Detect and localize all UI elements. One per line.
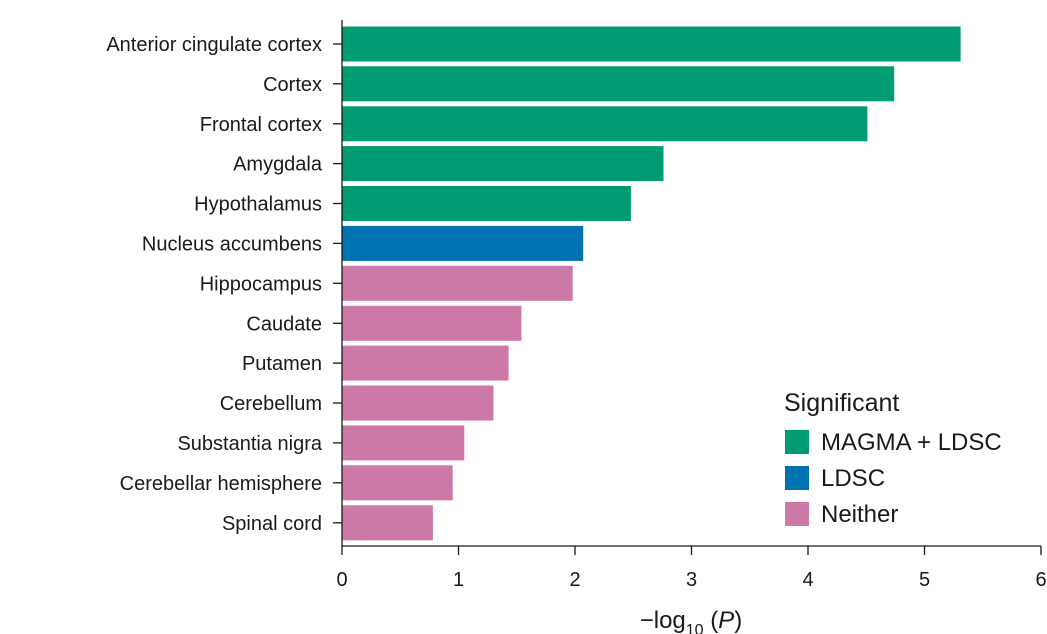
legend-swatch: [785, 466, 809, 490]
legend-title: Significant: [784, 389, 899, 417]
legend-swatch: [785, 430, 809, 454]
x-tick-label: 0: [336, 569, 347, 591]
legend-label: MAGMA + LDSC: [821, 429, 1002, 456]
bar: [342, 505, 433, 541]
bar: [342, 106, 868, 142]
x-axis-title: −log10 (P): [640, 607, 743, 634]
category-label: Spinal cord: [222, 513, 322, 535]
x-axis-title-italic: P: [718, 607, 734, 634]
x-tick-label: 1: [453, 569, 464, 591]
category-label: Frontal cortex: [200, 114, 322, 136]
bar: [342, 146, 664, 182]
bar: [342, 425, 465, 461]
x-tick-label: 3: [686, 569, 697, 591]
category-label: Nucleus accumbens: [142, 233, 322, 255]
x-axis: 0 1 2 3 4 5 6: [336, 545, 1047, 591]
bars-group: [342, 26, 961, 541]
bar: [342, 26, 961, 62]
bar: [342, 465, 453, 501]
y-axis: [333, 20, 343, 546]
bar: [342, 305, 522, 341]
x-axis-title-prefix: −log: [640, 607, 686, 634]
category-label: Amygdala: [233, 154, 323, 176]
x-tick-label: 2: [569, 569, 580, 591]
category-label: Cortex: [263, 74, 322, 96]
category-label: Cerebellum: [220, 393, 322, 415]
category-label: Anterior cingulate cortex: [106, 34, 322, 56]
x-tick-label: 6: [1035, 569, 1046, 591]
category-labels: Anterior cingulate cortex Cortex Frontal c…: [106, 34, 323, 535]
x-tick-label: 4: [802, 569, 813, 591]
bar: [342, 345, 509, 381]
bar: [342, 225, 584, 261]
category-label: Hypothalamus: [194, 194, 322, 216]
category-label: Caudate: [246, 313, 322, 335]
legend-swatch: [785, 502, 809, 526]
bar: [342, 186, 631, 221]
legend-label: Neither: [821, 501, 898, 528]
category-label: Cerebellar hemisphere: [120, 473, 322, 495]
legend-label: LDSC: [821, 465, 885, 492]
x-axis-title-open: (: [704, 607, 719, 634]
bar: [342, 265, 573, 301]
x-tick-label: 5: [919, 569, 930, 591]
x-axis-title-close: ): [734, 607, 742, 634]
legend: Significant MAGMA + LDSC LDSC Neither: [784, 389, 1002, 528]
category-label: Hippocampus: [200, 273, 322, 295]
category-label: Substantia nigra: [177, 433, 322, 455]
x-axis-title-subscript: 10: [686, 622, 704, 634]
bar: [342, 66, 895, 102]
bar: [342, 385, 494, 421]
category-label: Putamen: [242, 353, 322, 375]
